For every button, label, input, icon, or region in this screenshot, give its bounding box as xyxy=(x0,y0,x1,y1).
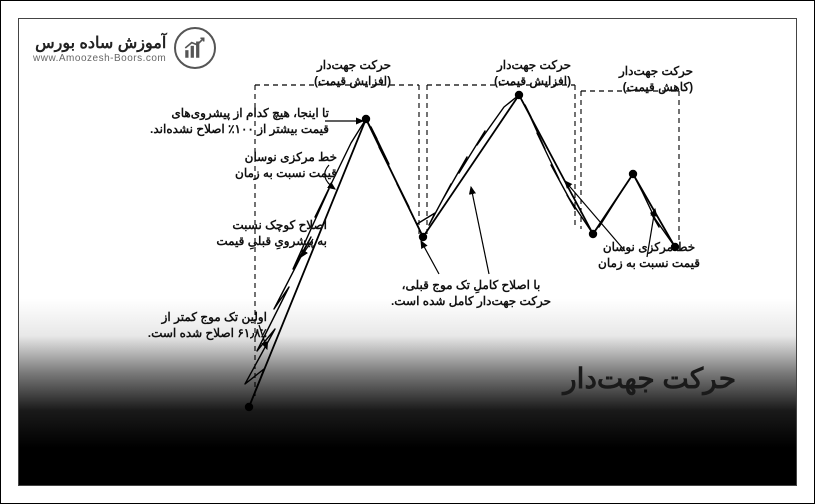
top-bracket-label-2: حرکت جهت‌دار(کاهش قیمت) xyxy=(619,63,693,95)
annotation-label-4: با اصلاح کاملِ تک موج قبلی،حرکت جهت‌دار … xyxy=(381,277,561,309)
annotation-label-3: اولین تک موج کمتر از۶۱٫۸٪ اصلاح شده است. xyxy=(117,309,267,341)
top-bracket-label-1: حرکت جهت‌دار(افزایش قیمت) xyxy=(494,57,571,89)
top-bracket-label-0: حرکت جهت‌دار(افزایش قیمت) xyxy=(314,57,391,89)
annotation-label-2: اصلاح کوچک نسبتبه پیشرویِ قبلیِ قیمت xyxy=(167,217,327,249)
annotation-label-1: خط مرکزی نوسانقیمت نسبت به زمان xyxy=(197,149,337,181)
annotation-label-0: تا اینجا، هیچ کدام از پیشروی‌هایقیمت بیش… xyxy=(149,105,329,137)
annotation-label-5: خط مرکزی نوسانقیمت نسبت به زمان xyxy=(579,239,719,271)
inner-frame: آموزش ساده بورس www.Amoozesh-Boors.com ح… xyxy=(18,18,797,486)
main-title: حرکت جهت‌دار xyxy=(563,362,736,395)
